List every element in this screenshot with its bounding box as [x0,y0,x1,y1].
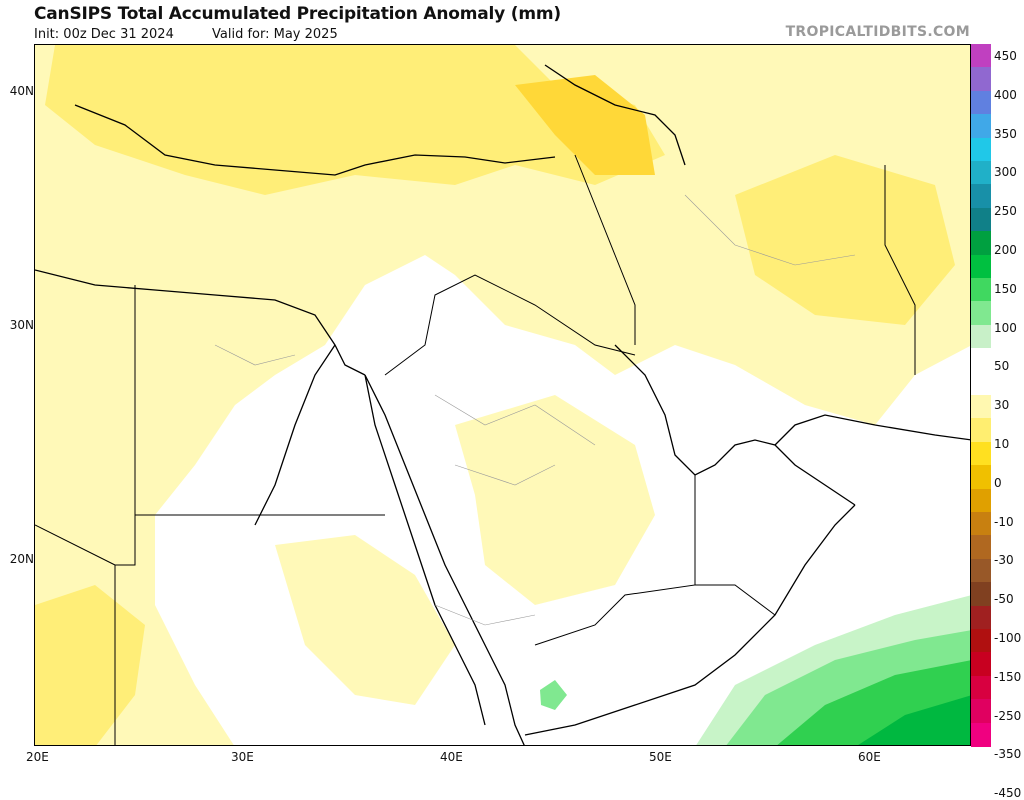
colorbar-label: 100 [994,320,1017,335]
colorbar-segment [971,44,991,68]
colorbar-segment [971,418,991,443]
colorbar-segment [971,722,991,747]
colorbar-label: 450 [994,49,1017,63]
colorbar-segment [971,535,991,560]
lon-label-40e: 40E [440,750,463,764]
colorbar-segment [971,207,991,232]
lon-label-50e: 50E [649,750,672,764]
colorbar-segment [971,558,991,583]
colorbar-segment [971,675,991,700]
colorbar-label: -150 [994,669,1022,684]
brand-watermark: TROPICALTIDBITS.COM [785,24,970,40]
colorbar-label: -350 [994,747,1022,762]
anomaly-fill-minus10 [35,45,970,745]
colorbar-segment [971,629,991,653]
colorbar-label: 300 [994,165,1017,180]
country-borders [35,154,916,745]
colorbar-label: 50 [994,359,1010,374]
anomaly-fill-minus50-caucasus [515,75,655,175]
init-time: Init: 00z Dec 31 2024 [34,27,174,42]
colorbar-segment [971,699,991,724]
colorbar-segment [971,161,991,185]
anomaly-fill-plus100 [858,695,970,745]
anomaly-fill-minus30-turkey [45,45,665,195]
colorbar-segment [971,324,991,349]
colorbar-label: -30 [994,553,1014,568]
lon-label-30e: 30E [231,750,254,764]
colorbar-label: -100 [994,631,1022,645]
colorbar-segment [971,301,991,326]
map-title: CanSIPS Total Accumulated Precipitation … [34,4,561,24]
valid-time: Valid for: May 2025 [212,27,338,42]
colorbar-segment [971,371,991,396]
colorbar-segment [971,465,991,490]
coastlines [35,64,970,745]
colorbar-segment [971,231,991,256]
colorbar-label: 0 [994,475,1002,490]
colorbar-segment [971,512,991,536]
precip-anomaly-map [34,44,971,746]
colorbar-segment [971,441,991,466]
anomaly-fill-yemen-highlands [540,680,567,710]
lat-label-30n: 30N [9,318,34,332]
colorbar-segment [971,137,991,162]
colorbar-segment [971,114,991,139]
anomaly-fill-minus30-africa [35,585,145,745]
colorbar-segment [971,488,991,513]
colorbar-segment [971,395,991,419]
colorbar-label: 350 [994,126,1017,141]
colorbar-segment [971,605,991,630]
colorbar-label: 400 [994,87,1017,102]
colorbar-label: 250 [994,204,1017,219]
colorbar-label: 150 [994,281,1017,296]
map-canvas [35,45,970,745]
colorbar-label: -450 [994,786,1022,800]
colorbar-label: 200 [994,243,1017,257]
colorbar-label: -10 [994,514,1014,529]
colorbar-segment [971,652,991,677]
lon-label-60e: 60E [858,750,881,764]
colorbar-label: -250 [994,708,1022,723]
lat-label-40n: 40N [9,84,34,98]
colorbar-segment [971,278,991,302]
lat-label-20n: 20N [9,552,34,566]
colorbar-segment [971,348,991,373]
lon-label-20e: 20E [26,750,49,764]
anomaly-fill-minus30-iran [735,155,955,325]
colorbar-label: -50 [994,592,1014,607]
colorbar-segment [971,582,991,607]
colorbar-segment [971,67,991,92]
province-borders [214,194,856,626]
anomaly-fill-minus10-sudan [275,535,455,705]
colorbar-label: 10 [994,437,1010,451]
colorbar-segment [971,254,991,279]
anomaly-fill-minus10-arabia [455,395,655,605]
colorbar-segment [971,184,991,209]
colorbar-label: 30 [994,398,1010,413]
colorbar [971,44,991,747]
colorbar-segment [971,90,991,115]
